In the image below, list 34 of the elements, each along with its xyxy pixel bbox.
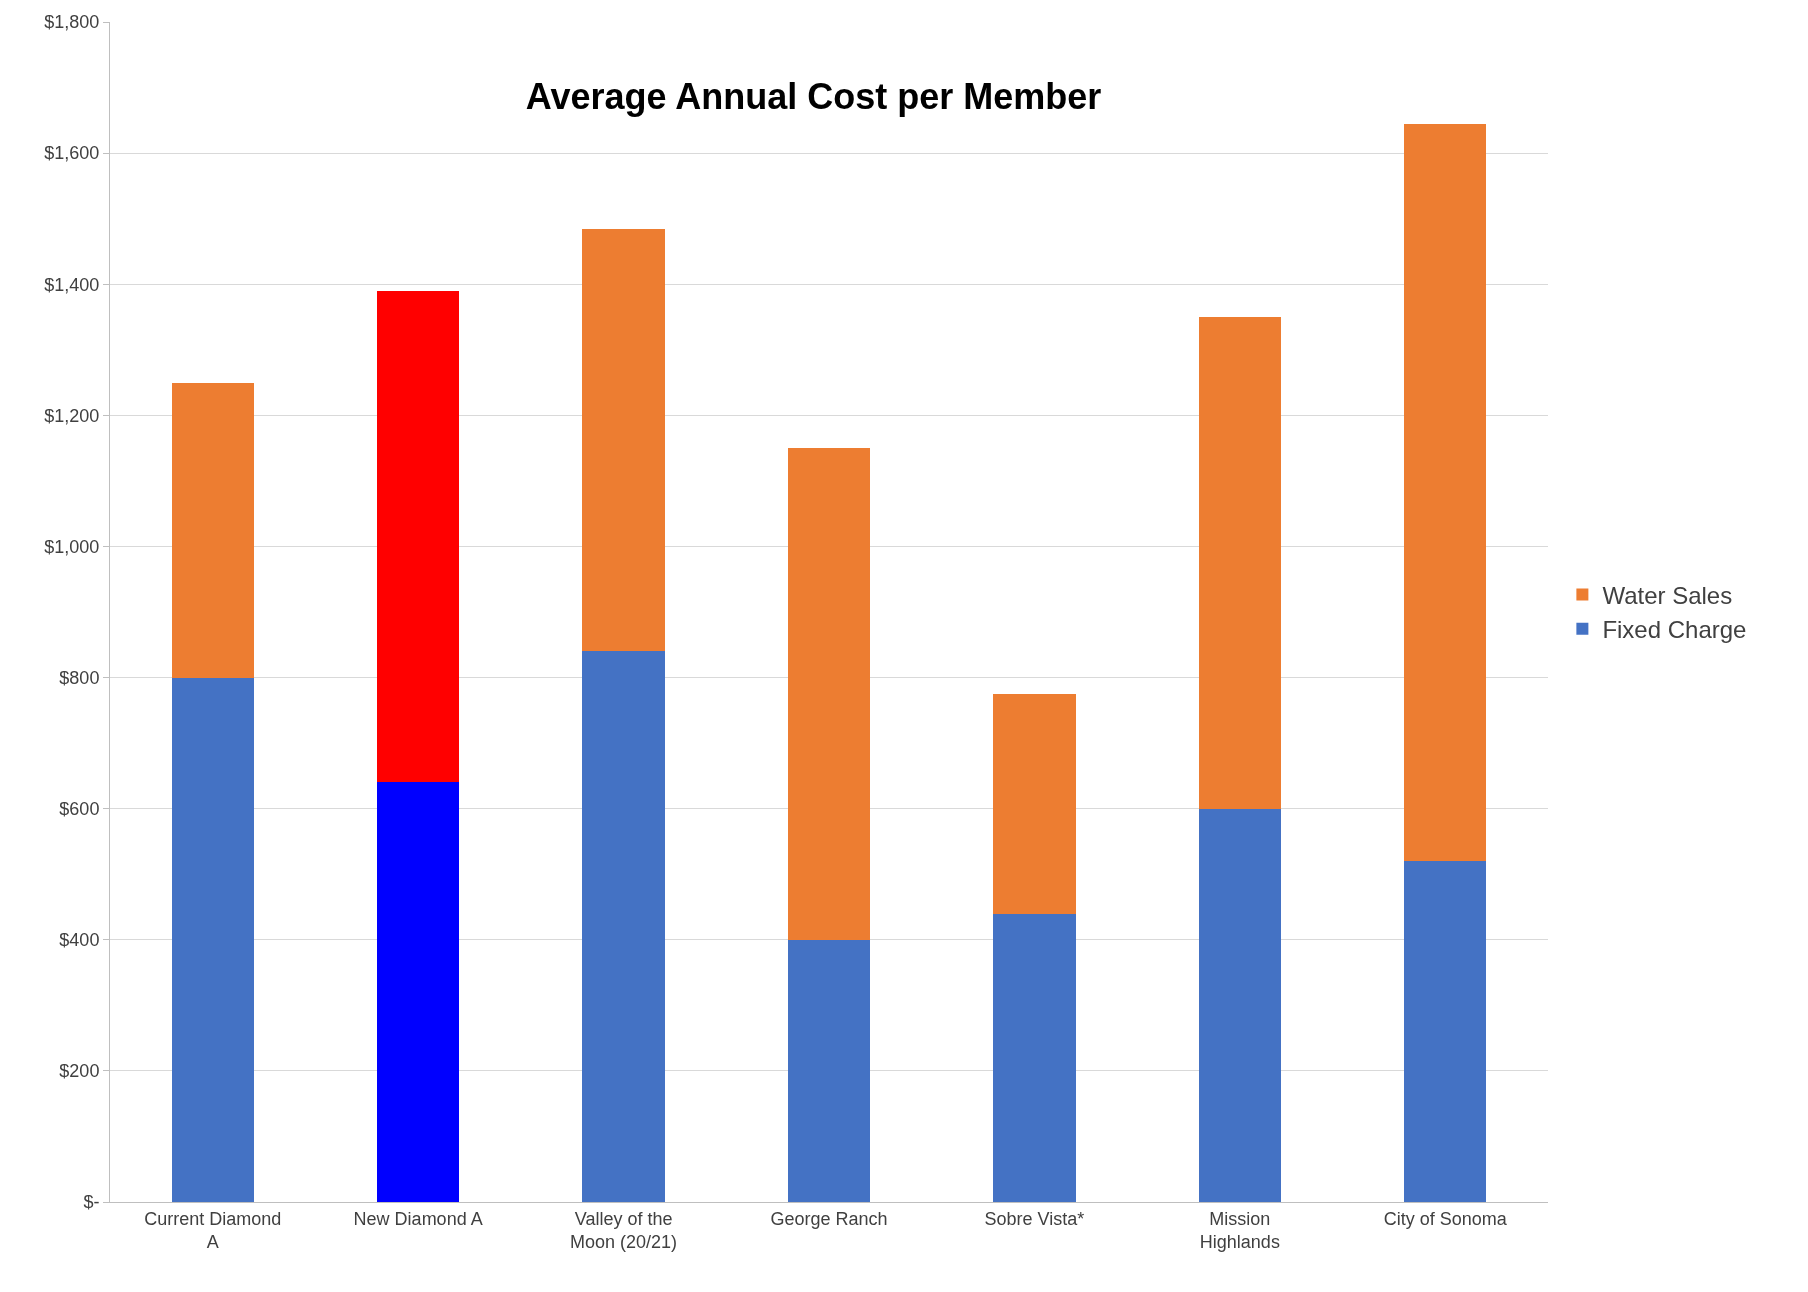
y-tick-label: $1,600 — [44, 143, 100, 164]
y-tick-label: $200 — [59, 1061, 100, 1082]
legend-label: Water Sales — [1602, 581, 1733, 609]
bar — [171, 677, 254, 1202]
y-tick-label: $- — [83, 1192, 100, 1213]
bar — [1404, 861, 1487, 1202]
y-tick-label: $1,800 — [44, 12, 100, 33]
bar — [377, 782, 460, 1202]
x-tick-label: Valley of the Moon (20/21) — [570, 1208, 678, 1252]
y-tick-label: $800 — [59, 667, 100, 688]
bar — [582, 651, 665, 1202]
y-tick-label: $1,200 — [44, 405, 100, 426]
bar — [582, 228, 665, 652]
bar — [787, 939, 871, 1202]
text: Average Annual Cost per Member — [525, 76, 1102, 118]
y-tick-label: $600 — [59, 798, 100, 819]
x-tick-label: New Diamond A — [353, 1208, 483, 1229]
y-tick-label: $1,000 — [44, 536, 100, 557]
y-tick-label: $400 — [59, 930, 100, 951]
bar — [171, 382, 254, 678]
bar — [1198, 317, 1281, 809]
x-tick-label: Sobre Vista* — [984, 1208, 1085, 1229]
bar — [377, 290, 460, 783]
bar — [787, 448, 871, 940]
x-tick-label: Current Diamond A — [144, 1208, 282, 1252]
legend-label: Fixed Charge — [1602, 616, 1747, 644]
bar — [993, 693, 1076, 914]
bar — [1404, 123, 1487, 862]
bar — [1198, 808, 1281, 1202]
y-tick-label: $1,400 — [44, 274, 100, 295]
x-tick-label: George Ranch — [770, 1208, 888, 1229]
x-tick-label: City of Sonoma — [1383, 1208, 1508, 1229]
x-tick-label: Mission Highlands — [1199, 1208, 1280, 1252]
bar — [993, 913, 1076, 1202]
